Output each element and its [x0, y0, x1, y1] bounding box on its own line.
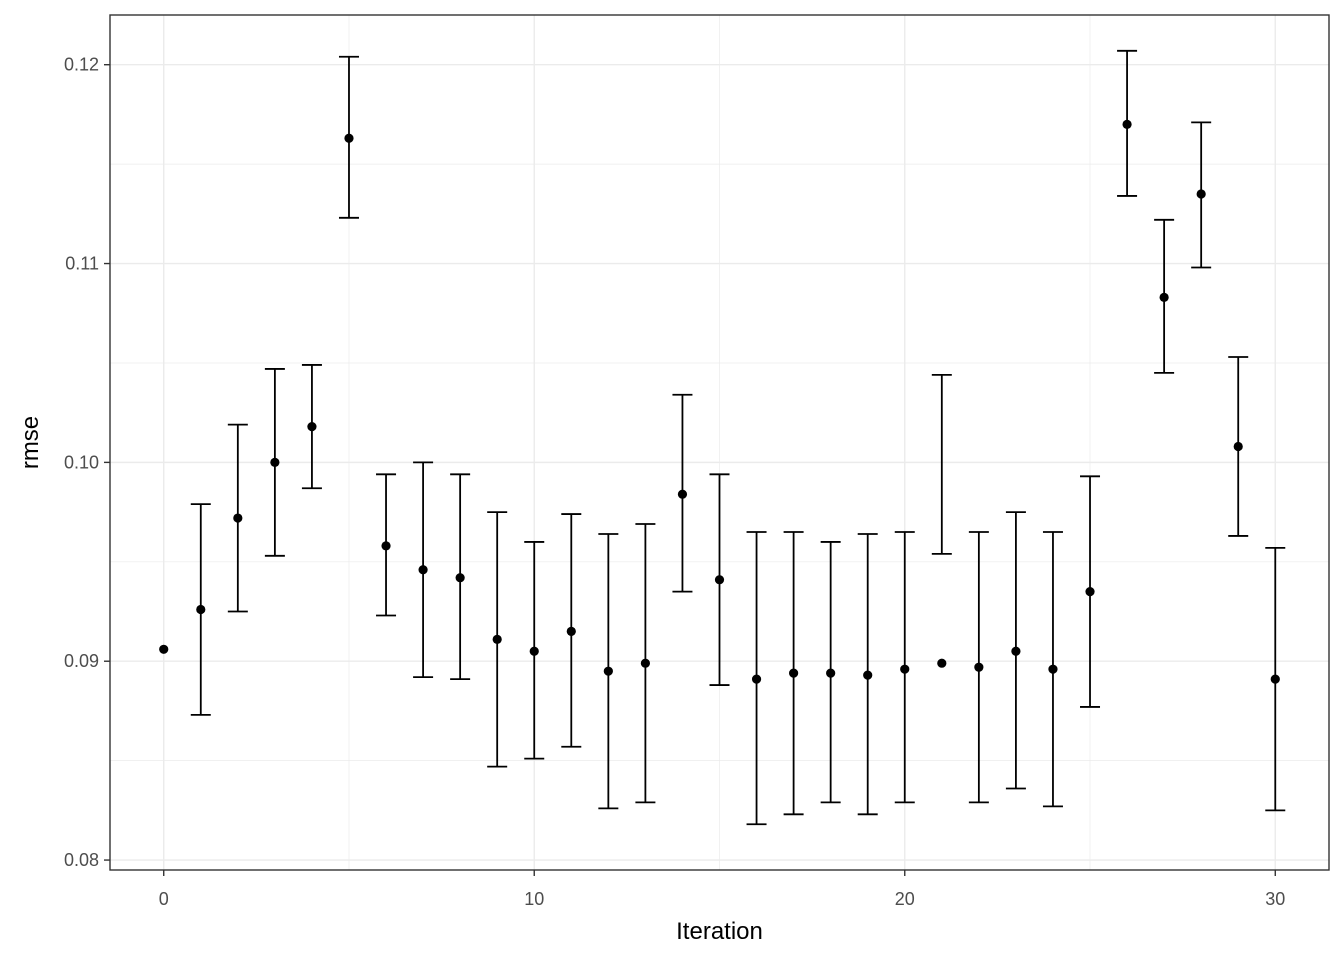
data-point — [900, 664, 910, 674]
data-point — [789, 668, 799, 678]
y-tick-label: 0.09 — [64, 651, 99, 671]
data-point — [159, 644, 169, 654]
data-point — [344, 133, 354, 143]
data-point — [566, 626, 576, 636]
data-point — [233, 513, 243, 523]
data-point — [603, 666, 613, 676]
y-tick-label: 0.12 — [64, 55, 99, 75]
data-point — [1233, 441, 1243, 452]
data-point — [1196, 189, 1206, 199]
data-point — [1159, 292, 1169, 302]
data-point — [307, 421, 317, 432]
y-axis-ticks: 0.08 0.09 0.10 0.11 0.12 — [64, 55, 110, 870]
data-points — [159, 119, 1280, 684]
data-point — [381, 541, 391, 551]
y-tick-label: 0.10 — [64, 452, 99, 472]
x-axis-ticks: 0 10 20 30 — [159, 870, 1285, 909]
data-point — [677, 489, 688, 499]
data-point — [455, 573, 465, 583]
error-bar — [931, 373, 952, 555]
data-point — [974, 662, 984, 672]
data-point — [492, 634, 502, 644]
x-axis-title: Iteration — [676, 918, 763, 945]
x-tick-label: 30 — [1265, 889, 1285, 909]
data-point — [270, 457, 280, 467]
panel-border — [109, 14, 1330, 871]
data-point — [1048, 664, 1058, 674]
x-tick-label: 0 — [159, 889, 169, 909]
data-point — [529, 646, 539, 656]
y-tick-label: 0.08 — [64, 850, 99, 870]
x-tick-label: 10 — [524, 889, 544, 909]
data-point — [863, 670, 873, 680]
data-point — [751, 674, 762, 684]
data-point — [826, 668, 836, 678]
data-point — [196, 604, 206, 615]
data-point — [1011, 646, 1021, 656]
x-tick-label: 20 — [895, 889, 915, 909]
y-axis-title: rmse — [17, 416, 44, 469]
data-point — [1270, 674, 1280, 684]
data-point — [714, 575, 725, 585]
data-point — [418, 565, 428, 575]
data-point — [640, 658, 650, 668]
data-point — [937, 658, 947, 668]
data-point — [1085, 587, 1095, 597]
y-tick-label: 0.11 — [65, 254, 99, 274]
data-point — [1122, 119, 1132, 129]
error-bars — [190, 49, 1286, 826]
